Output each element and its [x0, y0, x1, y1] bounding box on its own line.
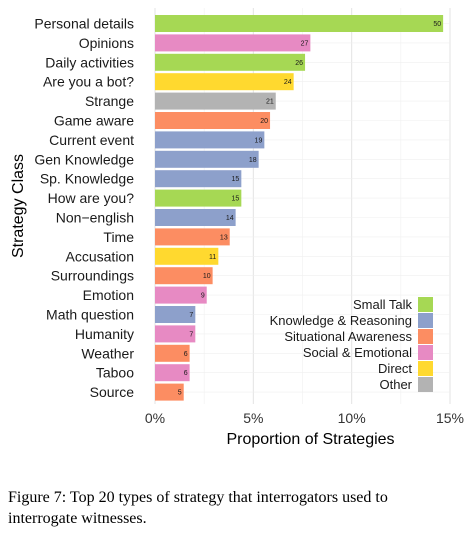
- bar-value-label: 11: [209, 254, 216, 261]
- bar: [155, 150, 259, 168]
- bar-value-label: 6: [184, 370, 188, 377]
- bar: [155, 364, 190, 382]
- bar-value-label: 15: [232, 196, 240, 203]
- bar-value-label: 7: [189, 312, 193, 319]
- y-tick-label: Sp. Knowledge: [40, 171, 134, 187]
- legend-label: Other: [379, 377, 412, 392]
- y-tick-label: Non−english: [56, 210, 134, 226]
- y-tick-label: How are you?: [48, 190, 135, 206]
- y-axis-title: Strategy Class: [10, 154, 27, 258]
- bar: [155, 383, 184, 401]
- strategy-bar-chart: 50 27 26 24 21 20 19 18 15 15 14 13 11 10 9 7 7 6 6 5 Perso…: [10, 8, 464, 448]
- bar: [155, 306, 196, 323]
- y-tick-label: Game aware: [54, 113, 134, 129]
- legend-label: Direct: [378, 361, 412, 376]
- bar-value-label: 20: [260, 118, 268, 125]
- bar: [155, 325, 196, 343]
- bar-value-label: 14: [226, 215, 234, 222]
- bar: [155, 170, 242, 188]
- bar-value-label: 15: [232, 176, 240, 183]
- bar: [155, 112, 271, 129]
- legend-swatch: [418, 297, 433, 312]
- legend-label: Situational Awareness: [284, 329, 412, 344]
- bar-value-label: 26: [295, 60, 303, 67]
- legend-swatch: [418, 377, 433, 392]
- bar-value-label: 18: [249, 157, 257, 164]
- bar: [155, 15, 444, 32]
- y-tick-label: Humanity: [75, 326, 134, 342]
- bar: [155, 73, 294, 91]
- y-tick-label: Source: [90, 384, 135, 400]
- bar-value-label: 27: [301, 40, 309, 47]
- x-tick-label: 10%: [338, 410, 366, 426]
- bar: [155, 228, 230, 246]
- bar-value-label: 9: [201, 293, 205, 300]
- figure-caption: Figure 7: Top 20 types of strategy that …: [8, 489, 388, 527]
- bar-value-label: 13: [220, 234, 228, 241]
- y-tick-label: Gen Knowledge: [34, 151, 134, 167]
- y-tick-label: Math question: [46, 307, 134, 323]
- legend-swatch: [418, 361, 433, 376]
- bar-value-label: 6: [184, 351, 188, 358]
- legend-swatch: [418, 329, 433, 344]
- x-axis-tick-labels: 0% 5% 10% 15%: [145, 410, 464, 426]
- bar: [155, 189, 242, 207]
- bar-value-label: 24: [284, 79, 292, 86]
- bar: [155, 53, 306, 71]
- y-tick-label: Current event: [49, 132, 134, 148]
- bar: [155, 286, 207, 304]
- y-tick-label: Taboo: [96, 365, 134, 381]
- bar: [155, 34, 311, 52]
- y-axis-tick-labels: Personal details Opinions Daily activities…: [34, 16, 134, 401]
- y-tick-label: Emotion: [83, 287, 134, 303]
- y-tick-label: Strange: [85, 93, 134, 109]
- bar-value-label: 19: [255, 137, 263, 144]
- bar: [155, 131, 265, 149]
- y-tick-label: Surroundings: [51, 268, 134, 284]
- bar: [155, 92, 276, 110]
- legend-label: Small Talk: [353, 297, 413, 312]
- bars: 50 27 26 24 21 20 19 18 15 15 14 13 11 10 9 7 7 6 6 5: [155, 15, 444, 401]
- bar-value-label: 21: [266, 99, 274, 106]
- bar-value-label: 10: [203, 273, 211, 280]
- x-axis-title: Proportion of Strategies: [226, 431, 394, 448]
- y-tick-label: Opinions: [79, 35, 134, 51]
- bar-value-label: 7: [189, 331, 193, 338]
- legend-label: Knowledge & Reasoning: [270, 313, 412, 328]
- y-tick-label: Accusation: [66, 248, 134, 264]
- y-tick-label: Weather: [81, 345, 134, 361]
- bar-value-label: 5: [178, 390, 182, 397]
- x-tick-label: 5%: [243, 410, 263, 426]
- legend-label: Social & Emotional: [303, 345, 412, 360]
- x-tick-label: 15%: [436, 410, 464, 426]
- bar: [155, 267, 213, 285]
- bar: [155, 247, 219, 265]
- legend-swatch: [418, 313, 433, 328]
- y-tick-label: Daily activities: [45, 54, 134, 70]
- bar: [155, 209, 236, 226]
- y-tick-label: Are you a bot?: [43, 74, 134, 90]
- bar: [155, 344, 190, 362]
- y-tick-label: Personal details: [34, 16, 134, 32]
- legend-swatch: [418, 345, 433, 360]
- x-tick-label: 0%: [145, 410, 165, 426]
- bar-value-label: 50: [433, 21, 441, 28]
- y-tick-label: Time: [103, 229, 134, 245]
